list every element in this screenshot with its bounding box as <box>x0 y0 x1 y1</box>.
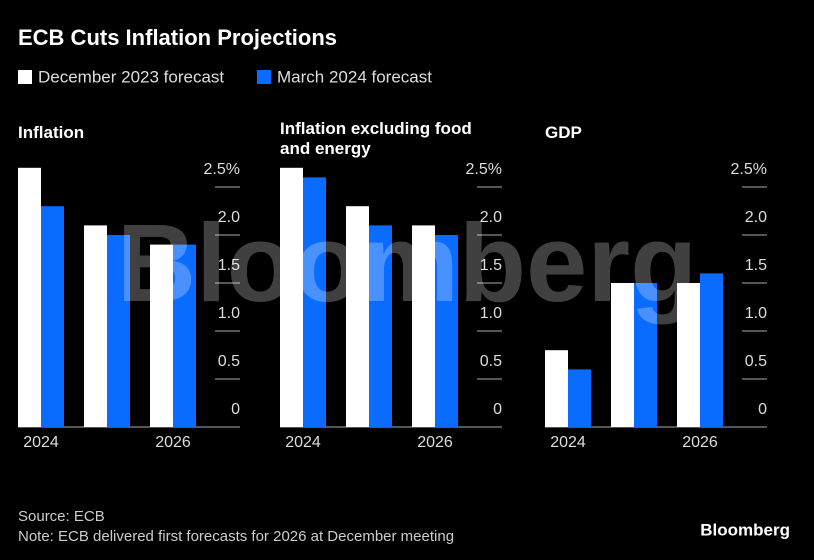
y-tick-label: 0 <box>758 401 767 418</box>
bar <box>107 235 130 427</box>
panel-title: Inflation <box>18 123 85 142</box>
legend-label: December 2023 forecast <box>38 67 224 86</box>
bar <box>435 235 458 427</box>
legend-swatch <box>18 70 32 84</box>
panel-title: GDP <box>545 123 582 142</box>
bar <box>634 283 657 427</box>
bar <box>280 167 303 428</box>
bar <box>150 244 173 427</box>
y-tick-label: 1.5 <box>218 257 240 274</box>
x-tick-label: 2024 <box>285 434 321 451</box>
bar <box>18 167 41 428</box>
bar <box>369 225 392 427</box>
panel-title: Inflation excluding food and energy <box>280 119 472 158</box>
bar <box>84 225 107 427</box>
y-tick-label: 0.5 <box>480 353 502 370</box>
y-tick-label: 1.5 <box>745 257 767 274</box>
y-tick-label: 0 <box>231 401 240 418</box>
x-tick-label: 2026 <box>682 434 718 451</box>
x-tick-label: 2024 <box>550 434 586 451</box>
bar <box>346 206 369 427</box>
bar <box>41 206 64 427</box>
y-tick-label: 1.0 <box>218 305 240 322</box>
note: Note: ECB delivered first forecasts for … <box>18 528 454 545</box>
y-tick-label: 0.5 <box>218 353 240 370</box>
y-tick-label: 2.5% <box>204 161 240 178</box>
y-tick-label: 0 <box>493 401 502 418</box>
y-tick-label: 2.5% <box>731 161 767 178</box>
y-tick-label: 1.5 <box>480 257 502 274</box>
bar <box>700 273 723 427</box>
bar <box>303 177 326 427</box>
y-tick-label: 2.5% <box>466 161 502 178</box>
y-tick-label: 2.0 <box>218 209 240 226</box>
watermark: Bloomberg <box>117 202 698 325</box>
bar <box>611 283 634 427</box>
x-tick-label: 2026 <box>417 434 453 451</box>
legend-swatch <box>257 70 271 84</box>
bar <box>173 244 196 427</box>
y-tick-label: 2.0 <box>745 209 767 226</box>
bar <box>568 369 591 427</box>
legend-label: March 2024 forecast <box>277 67 432 86</box>
x-tick-label: 2024 <box>23 434 59 451</box>
y-tick-label: 2.0 <box>480 209 502 226</box>
source: Source: ECB <box>18 508 105 525</box>
y-tick-label: 1.0 <box>745 305 767 322</box>
y-tick-label: 0.5 <box>745 353 767 370</box>
brand: Bloomberg <box>700 520 790 539</box>
bar <box>677 283 700 427</box>
x-tick-label: 2026 <box>155 434 191 451</box>
title: ECB Cuts Inflation Projections <box>18 25 337 50</box>
y-tick-label: 1.0 <box>480 305 502 322</box>
bar <box>545 350 568 427</box>
bar <box>412 225 435 427</box>
